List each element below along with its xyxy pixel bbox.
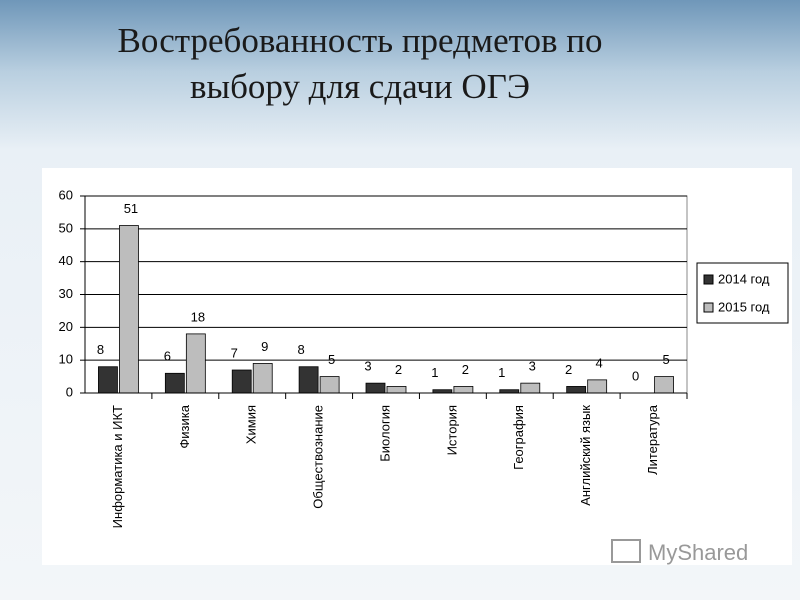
x-tick-label: Физика	[177, 404, 192, 448]
x-tick-label: Информатика и ИКТ	[110, 405, 125, 528]
chart-title: Востребованность предметов по выбору для…	[117, 21, 603, 106]
bar	[386, 386, 407, 394]
x-tick-label: Химия	[244, 405, 259, 444]
bar	[566, 386, 587, 394]
bar	[185, 333, 206, 394]
bar	[654, 376, 674, 394]
value-label: 3	[364, 359, 371, 374]
watermark-icon	[611, 539, 641, 563]
value-label: 8	[97, 342, 104, 357]
bar	[587, 379, 608, 394]
x-tick-label: Литература	[645, 404, 660, 475]
bar	[252, 363, 273, 394]
bar	[319, 376, 340, 394]
bar	[365, 382, 386, 394]
bar	[164, 372, 185, 394]
chart-panel	[42, 168, 792, 565]
value-label: 51	[124, 201, 138, 216]
legend-box	[696, 262, 789, 324]
bar	[453, 386, 474, 394]
value-label: 1	[498, 365, 505, 380]
y-tick-label: 40	[59, 253, 73, 268]
y-tick-label: 20	[59, 319, 73, 334]
y-tick-label: 0	[66, 384, 73, 399]
y-tick-label: 60	[59, 187, 73, 202]
value-label: 1	[431, 365, 438, 380]
bar	[520, 382, 541, 394]
value-label: 0	[632, 368, 639, 383]
x-tick-label: История	[444, 405, 459, 455]
x-tick-label: Обществознание	[311, 405, 326, 509]
legend-label: 2015 год	[718, 299, 770, 314]
value-label: 9	[261, 339, 268, 354]
value-label: 7	[231, 345, 238, 360]
value-label: 3	[529, 359, 536, 374]
value-label: 2	[395, 362, 402, 377]
bar	[119, 225, 139, 394]
value-label: 2	[462, 362, 469, 377]
y-tick-label: 30	[59, 286, 73, 301]
value-label: 18	[191, 309, 205, 324]
y-tick-label: 10	[59, 352, 73, 367]
value-label: 5	[328, 352, 335, 367]
bar	[231, 369, 252, 394]
value-label: 6	[164, 349, 171, 364]
x-tick-label: Английский язык	[578, 405, 593, 506]
legend-label: 2014 год	[718, 271, 770, 286]
x-tick-label: Биология	[377, 405, 392, 462]
y-tick-label: 50	[59, 220, 73, 235]
value-label: 2	[565, 362, 572, 377]
watermark: MyShared	[648, 540, 748, 565]
bar	[98, 366, 118, 394]
legend-swatch	[703, 274, 714, 285]
x-tick-label: География	[511, 405, 526, 470]
value-label: 8	[297, 342, 304, 357]
value-label: 4	[596, 355, 603, 370]
legend-swatch	[703, 302, 714, 313]
bar	[298, 366, 319, 394]
value-label: 5	[662, 352, 669, 367]
